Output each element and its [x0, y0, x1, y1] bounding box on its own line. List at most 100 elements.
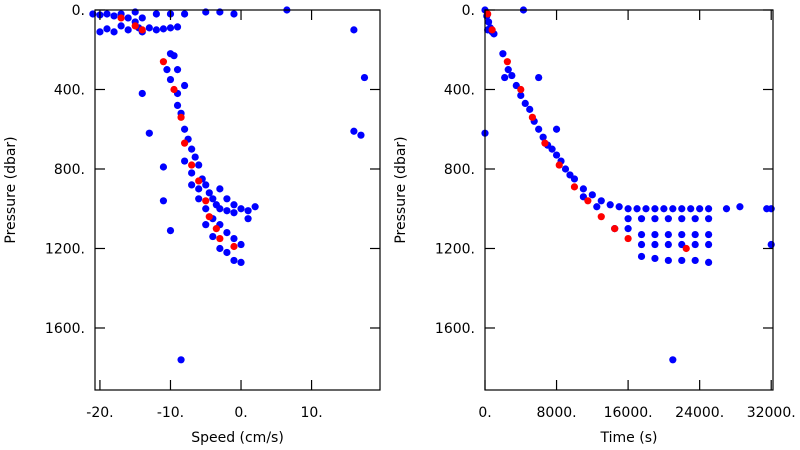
scatter-point [117, 14, 125, 22]
scatter-point [633, 205, 641, 213]
scatter-point [555, 161, 563, 169]
y-axis-label: Pressure (dbar) [393, 136, 409, 243]
scatter-point [696, 205, 704, 213]
scatter-point [552, 151, 561, 159]
scatter-point [521, 99, 529, 108]
x-tick-label: 0. [478, 405, 491, 421]
scatter-point [230, 242, 238, 251]
scatter-point [195, 161, 203, 169]
x-tick-label: 24000. [675, 405, 724, 421]
scatter-point [484, 18, 493, 26]
scatter-point [188, 181, 196, 189]
scatter-point [767, 205, 775, 213]
scatter-point [170, 52, 178, 60]
scatter-point [216, 234, 224, 243]
scatter-point [202, 181, 210, 189]
scatter-point [180, 157, 189, 165]
scatter-point [682, 244, 690, 253]
scatter-point [624, 215, 632, 223]
scatter-point [96, 28, 104, 36]
scatter-point [579, 185, 587, 193]
x-tick-label: 8000. [537, 405, 577, 421]
scatter-point [209, 195, 217, 203]
scatter-point [664, 240, 672, 249]
scatter-point [499, 50, 507, 58]
scatter-point [541, 139, 549, 147]
scatter-point [678, 230, 686, 239]
scatter-point [205, 189, 213, 197]
scatter-point [152, 10, 160, 18]
scatter-point [110, 12, 118, 20]
scatter-point [597, 213, 605, 221]
scatter-point [584, 197, 592, 205]
scatter-point [504, 66, 512, 74]
scatter-point [205, 213, 213, 221]
y-tick-label: 0. [72, 3, 85, 19]
scatter-point [159, 58, 168, 66]
x-axis-label: Speed (cm/s) [191, 430, 284, 446]
scatter-point [593, 203, 601, 211]
scatter-point [177, 113, 185, 121]
scatter-point [624, 234, 632, 243]
scatter-point [669, 356, 677, 364]
scatter-point [163, 66, 171, 74]
scatter-point [159, 163, 168, 171]
scatter-point [103, 25, 111, 33]
scatter-point [691, 215, 699, 223]
scatter-point [637, 240, 646, 249]
scatter-point [180, 10, 189, 18]
scatter-point [223, 195, 231, 203]
y-tick-label: 400. [54, 82, 85, 98]
scatter-point [177, 356, 185, 364]
scatter-point [691, 256, 699, 265]
scatter-point [166, 75, 175, 84]
scatter-point [237, 258, 245, 267]
scatter-point [195, 195, 203, 203]
scatter-point [124, 26, 132, 34]
scatter-point [188, 145, 196, 153]
scatter-point [216, 185, 224, 193]
y-tick-label: 1600. [45, 321, 85, 337]
scatter-point [170, 85, 178, 94]
scatter-point [173, 101, 182, 109]
scatter-point [651, 254, 659, 263]
scatter-point [350, 26, 358, 34]
scatter-point [570, 175, 579, 183]
y-tick-label: 800. [444, 162, 475, 178]
scatter-point [637, 252, 646, 261]
scatter-point [223, 228, 231, 237]
scatter-point [124, 14, 132, 22]
scatter-point [195, 185, 203, 193]
scatter-point [237, 205, 245, 213]
scatter-point [588, 191, 596, 199]
scatter-point [637, 230, 646, 239]
scatter-point [722, 205, 731, 213]
scatter-point [597, 197, 605, 205]
scatter-point [678, 215, 686, 223]
scatter-point [664, 256, 672, 265]
scatter-point [561, 165, 570, 173]
y-tick-label: 800. [54, 162, 85, 178]
x-tick-label: 32000. [747, 405, 796, 421]
scatter-point [615, 203, 623, 211]
scatter-point [669, 205, 677, 213]
y-tick-label: 0. [462, 3, 475, 19]
scatter-point [166, 227, 175, 235]
scatter-point [251, 203, 259, 211]
scatter-point [230, 201, 238, 209]
scatter-point [350, 127, 358, 135]
scatter-point [216, 205, 224, 213]
x-tick-label: 16000. [604, 405, 653, 421]
scatter-point [230, 234, 238, 243]
scatter-point [138, 14, 146, 22]
scatter-point [195, 177, 203, 185]
scatter-point [517, 91, 525, 100]
scatter-point [173, 23, 182, 31]
scatter-point [152, 26, 160, 34]
scatter-point [691, 230, 699, 239]
y-tick-label: 400. [444, 82, 475, 98]
scatter-point [180, 139, 189, 147]
scatter-point [212, 225, 220, 233]
scatter-point [360, 73, 369, 82]
scatter-point [223, 248, 231, 257]
